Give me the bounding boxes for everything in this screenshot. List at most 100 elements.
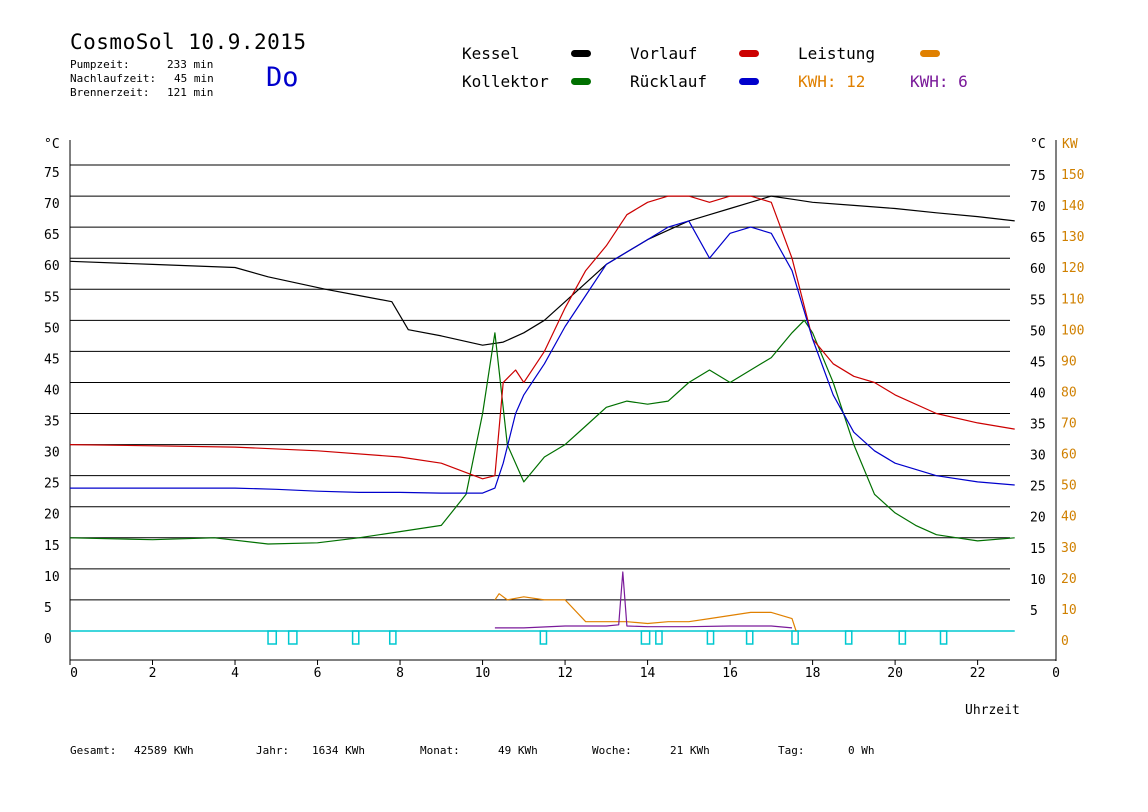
y-tick-label-left: 0 <box>44 632 52 647</box>
y-tick-label-right-kw: 30 <box>1061 541 1077 556</box>
legend-swatch-leistung <box>920 50 940 57</box>
y-tick-label-right-kw: 60 <box>1061 448 1077 463</box>
y-tick-label-right-kw: 20 <box>1061 572 1077 587</box>
footer-jahr-value: 1634 KWh <box>312 744 365 757</box>
pump-pulse <box>706 630 715 645</box>
y-tick-label-right-kw: 140 <box>1061 199 1084 214</box>
x-tick-label: 18 <box>805 666 821 681</box>
x-tick-label: 6 <box>314 666 322 681</box>
x-tick-label: 8 <box>396 666 404 681</box>
pump-pulse <box>745 630 754 645</box>
y-tick-label-right-c: 20 <box>1030 511 1046 526</box>
series-line-kollektor <box>69 319 1015 545</box>
y-tick-label-left: 25 <box>44 477 60 492</box>
footer-woche-value: 21 KWh <box>670 744 710 757</box>
legend-swatch-ruecklauf <box>739 78 759 85</box>
legend-kwh-purple: KWH: 6 <box>910 72 968 91</box>
nachlaufzeit-label: Nachlaufzeit: <box>70 72 157 85</box>
y-tick-label-right-kw: 0 <box>1061 634 1069 649</box>
y-tick-label-right-c: 25 <box>1030 480 1046 495</box>
chart-series <box>69 195 1015 645</box>
y-tick-label-left: 40 <box>44 383 60 398</box>
footer-gesamt-label: Gesamt: <box>70 744 117 757</box>
y-tick-label-right-kw: 110 <box>1061 292 1084 307</box>
y-tick-label-right-c: 45 <box>1030 355 1046 370</box>
pumpzeit-value: 233 min <box>167 58 214 71</box>
series-line-leistung <box>494 593 797 632</box>
y-tick-label-left: 55 <box>44 290 60 305</box>
chart-grid <box>70 164 1010 632</box>
y-tick-label-left: 65 <box>44 228 60 243</box>
y-tick-label-right-c: 35 <box>1030 418 1046 433</box>
y-tick-label-right-kw: 150 <box>1061 168 1084 183</box>
legend-swatch-kollektor <box>571 78 591 85</box>
y-tick-label-right-c: 75 <box>1030 169 1046 184</box>
legend-kessel: Kessel <box>462 44 520 63</box>
x-tick-label: 4 <box>231 666 239 681</box>
y-tick-label-left: 30 <box>44 446 60 461</box>
y-tick-label-right-kw: 40 <box>1061 510 1077 525</box>
x-tick-label: 22 <box>970 666 986 681</box>
pump-pulse <box>655 630 663 645</box>
y-tick-label-right-c: 5 <box>1030 604 1038 619</box>
footer-tag-value: 0 Wh <box>848 744 875 757</box>
legend-kwh-orange: KWH: 12 <box>798 72 866 91</box>
series-line-kwh_purple <box>494 571 793 629</box>
brennerzeit-value: 121 min <box>167 86 214 99</box>
pump-pulse <box>791 630 799 645</box>
footer-gesamt-value: 42589 KWh <box>134 744 194 757</box>
y-tick-label-right-kw: 80 <box>1061 385 1077 400</box>
x-tick-label: 16 <box>722 666 738 681</box>
y-tick-label-right-kw: 120 <box>1061 261 1084 276</box>
y-tick-label-left: 10 <box>44 570 60 585</box>
nachlaufzeit-value: 45 min <box>174 72 214 85</box>
y-tick-label-left: 35 <box>44 415 60 430</box>
y-tick-label-right-kw: 130 <box>1061 230 1084 245</box>
footer-woche-label: Woche: <box>592 744 632 757</box>
legend-vorlauf: Vorlauf <box>630 44 698 63</box>
legend-kollektor: Kollektor <box>462 72 549 91</box>
x-tick-label: 2 <box>149 666 157 681</box>
footer-jahr-label: Jahr: <box>256 744 290 757</box>
y-tick-label-left: 5 <box>44 601 52 616</box>
y-tick-label-left: 45 <box>44 352 60 367</box>
y-tick-label-right-c: 55 <box>1030 293 1046 308</box>
chart-title: CosmoSol 10.9.2015 <box>70 30 307 54</box>
x-tick-label: 20 <box>887 666 903 681</box>
y-axis-label-right-c: °C <box>1030 137 1046 152</box>
y-tick-label-left: 15 <box>44 539 60 554</box>
pump-pulse <box>388 630 397 645</box>
legend-ruecklauf: Rücklauf <box>630 72 708 91</box>
y-tick-label-right-kw: 70 <box>1061 417 1077 432</box>
weekday-label: Do <box>266 62 299 93</box>
y-tick-label-right-c: 65 <box>1030 231 1046 246</box>
y-axis-label-right-kw: KW <box>1062 137 1078 152</box>
pump-pulse <box>640 630 651 645</box>
pump-pulse <box>351 630 360 645</box>
y-tick-label-right-c: 30 <box>1030 449 1046 464</box>
y-tick-label-right-c: 70 <box>1030 200 1046 215</box>
legend-swatch-kessel <box>571 50 591 57</box>
y-tick-label-right-c: 10 <box>1030 573 1046 588</box>
y-tick-label-left: 50 <box>44 321 60 336</box>
x-tick-label: 12 <box>557 666 573 681</box>
series-line-kessel <box>69 195 1015 346</box>
series-line-ruecklauf <box>70 220 1015 494</box>
y-tick-label-left: 75 <box>44 166 60 181</box>
y-tick-label-left: 60 <box>44 259 60 274</box>
y-tick-label-right-kw: 100 <box>1061 323 1084 338</box>
pump-pulse <box>939 630 948 645</box>
y-tick-label-right-kw: 90 <box>1061 354 1077 369</box>
x-tick-label: 14 <box>640 666 656 681</box>
y-tick-label-right-c: 40 <box>1030 386 1046 401</box>
footer-tag-label: Tag: <box>778 744 805 757</box>
y-tick-label-left: 20 <box>44 508 60 523</box>
y-tick-label-right-c: 60 <box>1030 262 1046 277</box>
pumpzeit-label: Pumpzeit: <box>70 58 130 71</box>
footer-monat-label: Monat: <box>420 744 460 757</box>
footer-monat-value: 49 KWh <box>498 744 538 757</box>
y-tick-label-right-kw: 10 <box>1061 603 1077 618</box>
pump-pulse <box>539 630 548 645</box>
pump-pulse <box>844 630 853 645</box>
